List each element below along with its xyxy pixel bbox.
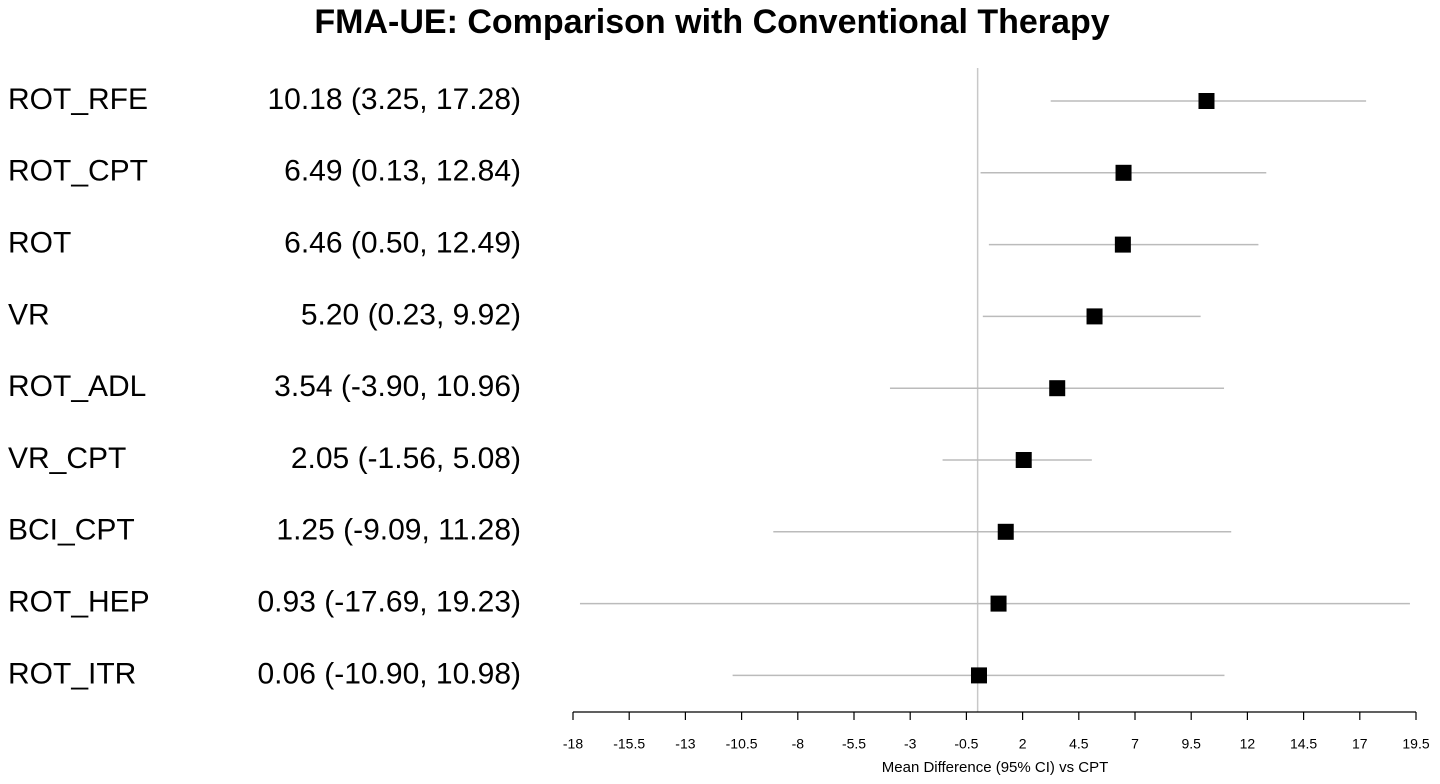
x-tick-label: -0.5 (954, 736, 978, 752)
chart-title: FMA-UE: Comparison with Conventional The… (314, 3, 1109, 41)
point-estimate (997, 523, 1014, 540)
row-label: ROT_ADL (8, 370, 146, 403)
point-estimate (1049, 380, 1066, 397)
x-tick-label: 4.5 (1069, 736, 1089, 752)
x-tick-label: 19.5 (1402, 736, 1429, 752)
x-tick-label: 14.5 (1290, 736, 1317, 752)
estimate-label: 0.93 (-17.69, 19.23) (257, 586, 521, 619)
estimate-label: 1.25 (-9.09, 11.28) (276, 514, 521, 547)
row-label: ROT_CPT (8, 155, 148, 188)
x-tick-label: -5.5 (842, 736, 866, 752)
point-estimate (1015, 452, 1032, 468)
estimate-label: 3.54 (-3.90, 10.96) (274, 370, 521, 403)
x-tick-label: -8 (792, 736, 805, 752)
point-estimate (990, 595, 1007, 612)
row-label: VR_CPT (8, 442, 126, 475)
x-tick-label: 9.5 (1181, 736, 1201, 752)
row-label: ROT_RFE (8, 83, 148, 116)
point-estimate (1114, 236, 1131, 253)
x-tick-label: -15.5 (613, 736, 645, 752)
estimate-label: 5.20 (0.23, 9.92) (301, 298, 521, 331)
row-label: ROT_HEP (8, 586, 150, 619)
x-tick-label: 7 (1131, 736, 1139, 752)
estimate-label: 10.18 (3.25, 17.28) (267, 83, 521, 116)
row-label: ROT (8, 227, 71, 260)
x-tick-label: -3 (904, 736, 917, 752)
row-label: ROT_ITR (8, 657, 136, 690)
estimate-label: 6.46 (0.50, 12.49) (284, 227, 521, 260)
x-axis-label: Mean Difference (95% CI) vs CPT (882, 759, 1108, 776)
x-tick-label: 2 (1019, 736, 1027, 752)
x-tick-label: 17 (1352, 736, 1368, 752)
point-estimate (1086, 308, 1103, 325)
x-tick-label: -13 (675, 736, 695, 752)
x-tick-label: -18 (563, 736, 583, 752)
estimate-label: 2.05 (-1.56, 5.08) (291, 442, 521, 475)
estimate-label: 0.06 (-10.90, 10.98) (257, 657, 521, 690)
row-label: BCI_CPT (8, 514, 135, 547)
estimate-label: 6.49 (0.13, 12.84) (284, 155, 521, 188)
point-estimate (970, 667, 987, 684)
row-label: VR (8, 298, 50, 331)
x-tick-label: -10.5 (726, 736, 758, 752)
point-estimate (1115, 164, 1132, 181)
point-estimate (1198, 93, 1215, 109)
x-tick-label: 12 (1240, 736, 1256, 752)
